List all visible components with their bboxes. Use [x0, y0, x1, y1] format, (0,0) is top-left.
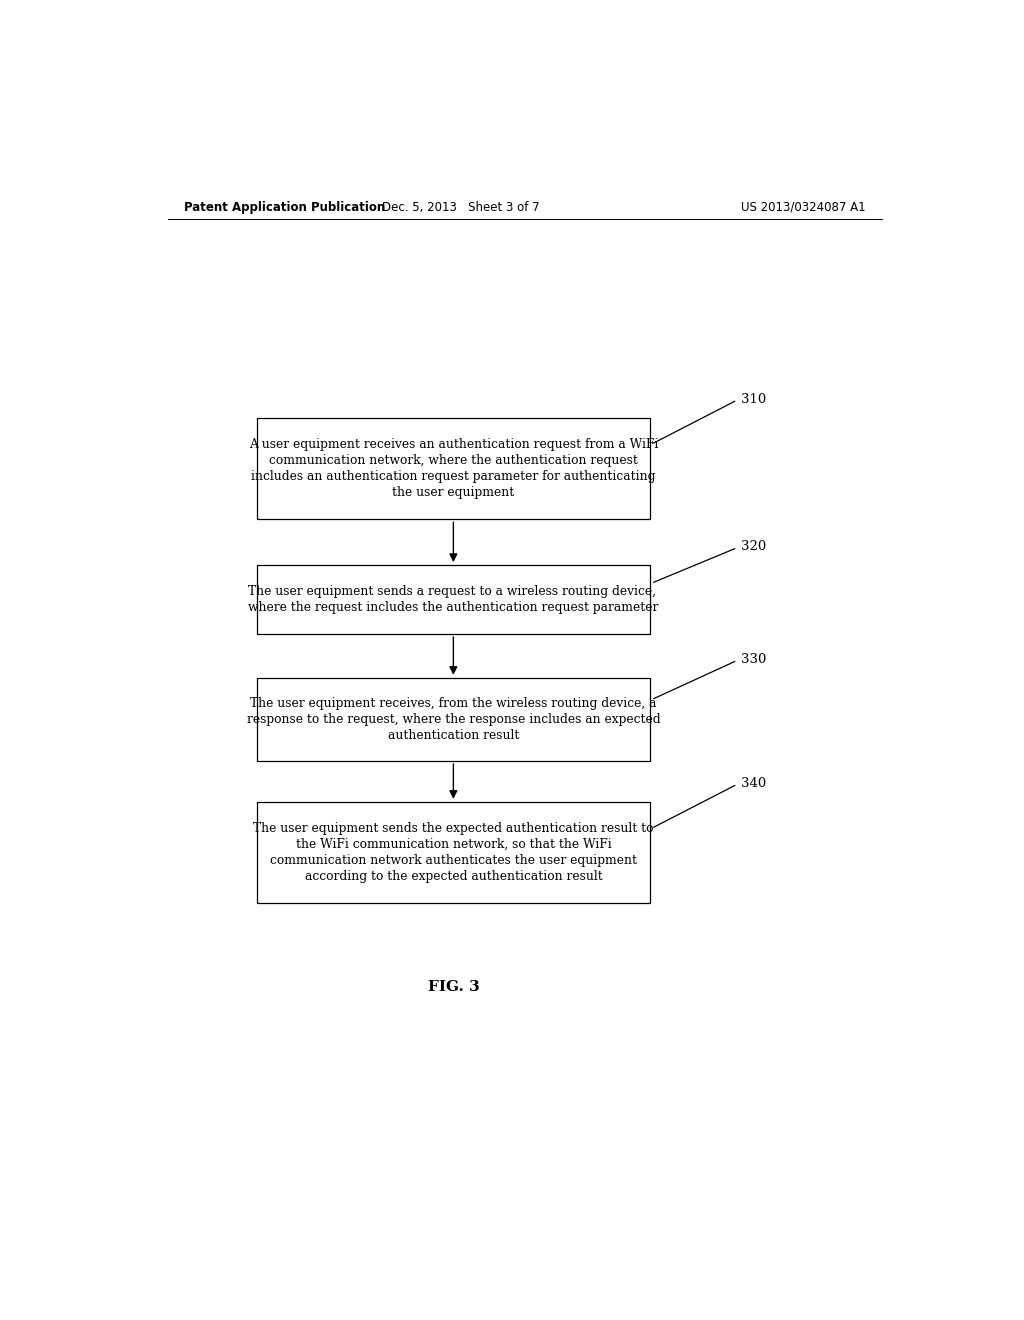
Text: FIG. 3: FIG. 3: [427, 979, 479, 994]
Bar: [257, 677, 650, 762]
Text: 320: 320: [741, 540, 766, 553]
Text: Patent Application Publication: Patent Application Publication: [183, 201, 385, 214]
Bar: [257, 801, 650, 903]
Text: The user equipment receives, from the wireless routing device, a
response to the: The user equipment receives, from the wi…: [247, 697, 660, 742]
Text: A user equipment receives an authentication request from a WiFi
communication ne: A user equipment receives an authenticat…: [249, 438, 658, 499]
Text: 340: 340: [741, 777, 766, 789]
Text: Dec. 5, 2013   Sheet 3 of 7: Dec. 5, 2013 Sheet 3 of 7: [383, 201, 540, 214]
Bar: [257, 565, 650, 634]
Text: The user equipment sends a request to a wireless routing device,
where the reque: The user equipment sends a request to a …: [248, 585, 658, 614]
Text: The user equipment sends the expected authentication result to
the WiFi communic: The user equipment sends the expected au…: [253, 822, 653, 883]
Bar: [257, 417, 650, 519]
Text: 310: 310: [741, 393, 766, 405]
Text: US 2013/0324087 A1: US 2013/0324087 A1: [741, 201, 866, 214]
Text: 330: 330: [741, 653, 766, 667]
